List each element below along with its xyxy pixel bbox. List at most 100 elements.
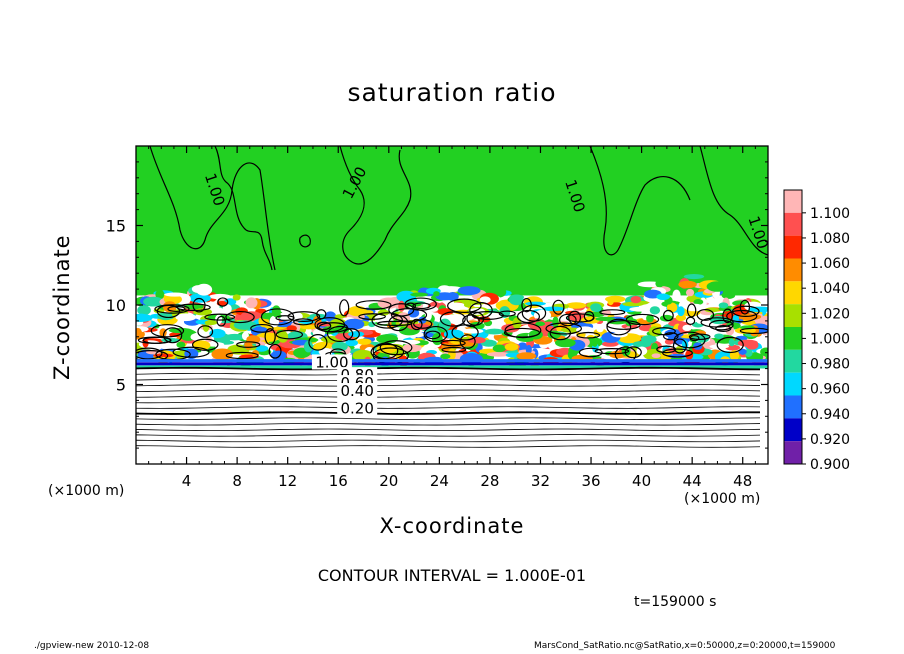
band-patch xyxy=(410,292,429,297)
cloud-base-line xyxy=(136,362,768,366)
band-patch xyxy=(525,301,546,306)
band-patch xyxy=(706,281,728,292)
contour-line xyxy=(136,395,761,398)
contour-1.00-island xyxy=(299,234,311,248)
band-patch xyxy=(566,302,587,309)
band-contour xyxy=(343,328,360,341)
colorbar-swatch xyxy=(784,441,802,464)
x-ticks: 4 8 12 16 20 24 28 32 36 40 44 48 xyxy=(148,146,756,490)
chart-title: saturation ratio xyxy=(347,78,557,107)
band-contour xyxy=(594,348,630,355)
band-contour xyxy=(583,311,595,322)
contour-1.00-upper-center xyxy=(339,146,412,265)
band-patch xyxy=(492,344,507,353)
band-patch xyxy=(552,316,559,328)
band-contour xyxy=(250,323,274,333)
band-patch xyxy=(554,338,576,348)
colorbar-swatch xyxy=(784,235,802,259)
x-tick-label: 8 xyxy=(232,472,242,490)
colorbar-swatch xyxy=(784,395,802,419)
time-label: t=159000 s xyxy=(634,594,717,610)
colorbar-label: 1.060 xyxy=(810,256,850,272)
band-contour xyxy=(498,310,516,317)
contour-lines xyxy=(136,366,761,448)
contour-1.00-upper-left xyxy=(149,146,276,271)
band-patch xyxy=(424,309,432,321)
band-patch xyxy=(721,292,736,300)
band-patch xyxy=(318,348,333,356)
band-contour xyxy=(293,318,314,326)
x-tick-label: 20 xyxy=(379,472,398,490)
band-contour xyxy=(176,303,211,312)
band-patch xyxy=(138,340,161,349)
band-patch xyxy=(682,324,692,332)
footer-source: MarsCond_SatRatio.nc@SatRatio,x=0:50000,… xyxy=(534,641,836,651)
band-contour xyxy=(662,309,674,322)
band-contour xyxy=(447,298,482,313)
band-contour xyxy=(552,299,565,315)
colorbar-label: 0.940 xyxy=(810,407,850,423)
band-contour xyxy=(339,299,350,317)
colorbar-swatch xyxy=(784,304,802,327)
contour-line xyxy=(136,423,761,426)
band-patch xyxy=(516,352,537,360)
band-contour xyxy=(686,303,697,318)
band-contour xyxy=(545,322,583,335)
band-patch xyxy=(439,286,463,293)
band-patch xyxy=(596,325,604,333)
band-patch xyxy=(655,280,664,288)
colorbar-label: 0.920 xyxy=(810,432,850,448)
contour-line xyxy=(136,434,761,437)
band-patch xyxy=(504,342,519,351)
x-tick-label: 32 xyxy=(531,472,550,490)
band-patch xyxy=(718,302,729,309)
band-patch xyxy=(324,311,337,322)
band-patch xyxy=(277,330,289,343)
band-patch xyxy=(732,314,740,323)
band-contour xyxy=(372,342,399,360)
band-patch xyxy=(208,293,232,300)
band-contour xyxy=(137,336,172,344)
band-patch xyxy=(368,321,376,328)
band-patch xyxy=(484,328,505,335)
cloud-base-line xyxy=(136,359,768,363)
band-patch xyxy=(637,281,662,288)
band-patch xyxy=(224,333,246,341)
x-tick-label: 28 xyxy=(480,472,499,490)
footer-program-date: ./gpview-new 2010-12-08 xyxy=(34,641,150,651)
x-tick-label: 36 xyxy=(581,472,600,490)
colorbar-label: 1.040 xyxy=(810,281,850,297)
colorbar-label: 1.100 xyxy=(810,206,850,222)
band-contour xyxy=(371,312,404,329)
band-contour xyxy=(388,315,409,332)
band-contour xyxy=(521,297,532,313)
band-contour xyxy=(264,328,276,346)
band-patch xyxy=(348,331,365,338)
band-patch xyxy=(136,328,143,340)
band-patch xyxy=(245,297,258,309)
band-patch xyxy=(525,344,532,355)
colorbar-swatch xyxy=(784,212,802,236)
band-contour xyxy=(625,313,660,326)
colorbar-swatch xyxy=(784,258,802,282)
band-patch xyxy=(486,351,511,357)
x-tick-label: 48 xyxy=(733,472,752,490)
contour-1.00-upper-right xyxy=(589,146,691,256)
band-contour xyxy=(688,333,711,341)
band-patch xyxy=(468,308,486,315)
field-white-lower xyxy=(136,360,768,464)
band-contour xyxy=(440,339,466,347)
band-patch xyxy=(407,308,420,318)
band-contour xyxy=(663,332,679,341)
contour-label: 1.00 xyxy=(315,353,348,371)
band-patch xyxy=(704,307,719,313)
x-tick-label: 40 xyxy=(632,472,651,490)
band-contour xyxy=(197,325,214,338)
band-patch xyxy=(463,302,472,308)
band-patch xyxy=(240,311,262,320)
band-patch xyxy=(168,327,193,334)
band-contour xyxy=(358,313,386,320)
band-patch xyxy=(646,314,654,323)
contour-line xyxy=(136,439,761,443)
y-ticks: 5 10 15 xyxy=(106,161,768,449)
